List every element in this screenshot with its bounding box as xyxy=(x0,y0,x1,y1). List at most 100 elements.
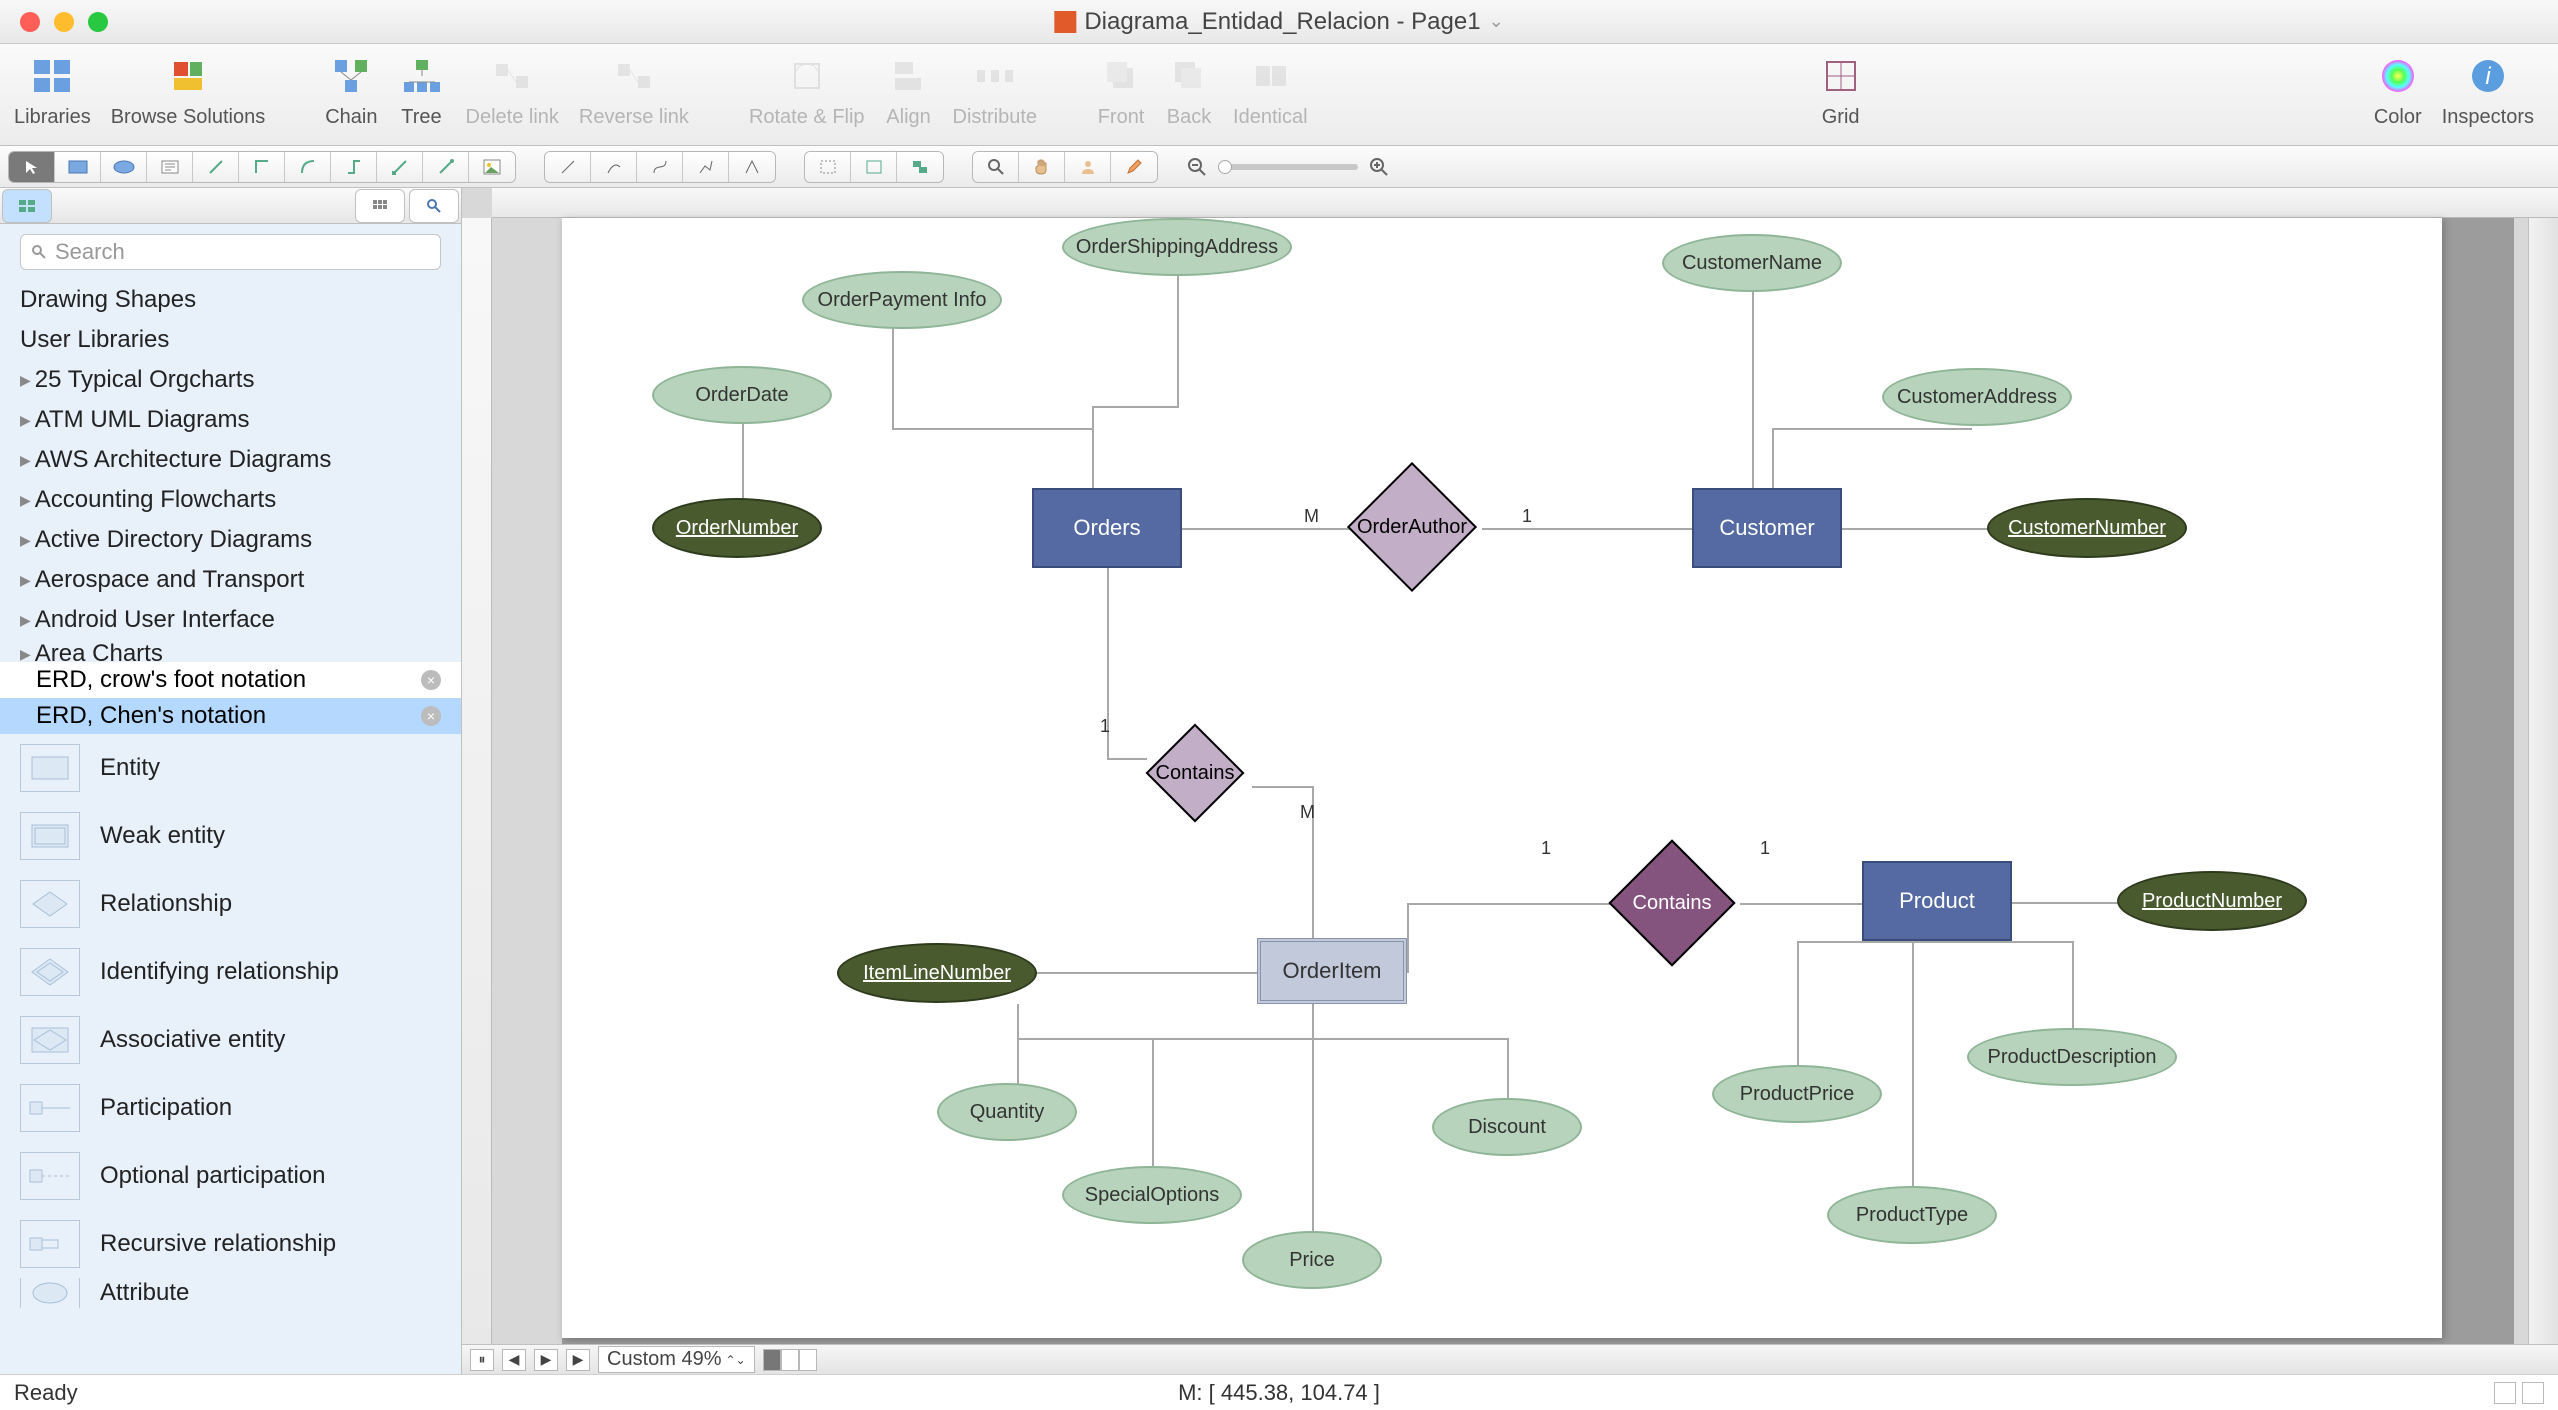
rect-tool[interactable] xyxy=(55,152,101,182)
library-view-btn[interactable] xyxy=(2,189,52,223)
maximize-icon[interactable] xyxy=(88,12,108,32)
magnify-tool[interactable] xyxy=(973,152,1019,182)
rel-contains-2[interactable]: Contains xyxy=(1607,853,1737,953)
tab-crows-foot[interactable]: ERD, crow's foot notation × xyxy=(0,662,461,698)
attr-orderdate[interactable]: OrderDate xyxy=(652,366,832,424)
text-tool[interactable] xyxy=(147,152,193,182)
shape-identifying[interactable]: Identifying relationship xyxy=(0,938,461,1006)
shape-attribute[interactable]: Attribute xyxy=(0,1278,461,1308)
minimize-icon[interactable] xyxy=(54,12,74,32)
shape-optional[interactable]: Optional participation xyxy=(0,1142,461,1210)
attr-ordershipping[interactable]: OrderShippingAddress xyxy=(1062,218,1292,276)
hand-tool[interactable] xyxy=(1019,152,1065,182)
canvas[interactable]: OrderDate OrderPayment Info OrderShippin… xyxy=(462,188,2558,1374)
identical-button[interactable]: Identical xyxy=(1233,52,1308,129)
attr-itemline[interactable]: ItemLineNumber xyxy=(837,943,1037,1003)
page-tab-3[interactable] xyxy=(799,1349,817,1371)
line-5[interactable] xyxy=(729,152,775,182)
chevron-down-icon[interactable]: ⌄ xyxy=(1489,11,1504,32)
attr-ordernumber[interactable]: OrderNumber xyxy=(652,498,822,558)
attr-specialoptions[interactable]: SpecialOptions xyxy=(1062,1166,1242,1224)
page-tab-1[interactable] xyxy=(763,1349,781,1371)
line-2[interactable] xyxy=(591,152,637,182)
back-button[interactable]: Back xyxy=(1165,52,1213,129)
line-3[interactable] xyxy=(637,152,683,182)
attr-discount[interactable]: Discount xyxy=(1432,1098,1582,1156)
lib-aws[interactable]: ▶AWS Architecture Diagrams xyxy=(0,440,461,480)
lib-aerospace[interactable]: ▶Aerospace and Transport xyxy=(0,560,461,600)
vertical-scrollbar[interactable] xyxy=(2528,218,2558,1374)
shape-relationship[interactable]: Relationship xyxy=(0,870,461,938)
search-view-btn[interactable] xyxy=(409,189,459,223)
entity-orderitem[interactable]: OrderItem xyxy=(1257,938,1407,1004)
shape-entity[interactable]: Entity xyxy=(0,734,461,802)
prev-page-btn[interactable]: ▶ xyxy=(534,1349,558,1371)
delete-link-button[interactable]: Delete link xyxy=(466,52,559,129)
status-icon-1[interactable] xyxy=(2494,1382,2516,1404)
attr-customername[interactable]: CustomerName xyxy=(1662,234,1842,292)
color-button[interactable]: Color xyxy=(2374,52,2422,129)
lib-accounting[interactable]: ▶Accounting Flowcharts xyxy=(0,480,461,520)
grid-button[interactable]: Grid xyxy=(1817,52,1865,129)
libraries-button[interactable]: Libraries xyxy=(14,52,91,129)
distribute-button[interactable]: Distribute xyxy=(953,52,1037,129)
lib-25-typical[interactable]: ▶25 Typical Orgcharts xyxy=(0,360,461,400)
pause-btn[interactable]: ⏸ xyxy=(470,1349,494,1371)
align-button[interactable]: Align xyxy=(885,52,933,129)
pencil-tool[interactable] xyxy=(1111,152,1157,182)
close-icon[interactable]: × xyxy=(421,706,441,726)
select-2[interactable] xyxy=(851,152,897,182)
select-1[interactable] xyxy=(805,152,851,182)
browse-solutions-button[interactable]: Browse Solutions xyxy=(111,52,266,129)
connector-2[interactable] xyxy=(239,152,285,182)
attr-customernumber[interactable]: CustomerNumber xyxy=(1987,498,2187,558)
page[interactable]: OrderDate OrderPayment Info OrderShippin… xyxy=(562,218,2442,1338)
close-icon[interactable]: × xyxy=(421,670,441,690)
lib-drawing-shapes[interactable]: Drawing Shapes xyxy=(0,280,461,320)
shape-recursive[interactable]: Recursive relationship xyxy=(0,1210,461,1278)
attr-quantity[interactable]: Quantity xyxy=(937,1083,1077,1141)
shape-weak-entity[interactable]: Weak entity xyxy=(0,802,461,870)
lib-user-libraries[interactable]: User Libraries xyxy=(0,320,461,360)
attr-producttype[interactable]: ProductType xyxy=(1827,1186,1997,1244)
entity-customer[interactable]: Customer xyxy=(1692,488,1842,568)
entity-orders[interactable]: Orders xyxy=(1032,488,1182,568)
line-1[interactable] xyxy=(545,152,591,182)
connector-3[interactable] xyxy=(285,152,331,182)
status-icon-2[interactable] xyxy=(2522,1382,2544,1404)
attr-productprice[interactable]: ProductPrice xyxy=(1712,1065,1882,1123)
attr-productdescription[interactable]: ProductDescription xyxy=(1967,1028,2177,1086)
connector-6[interactable] xyxy=(423,152,469,182)
lib-area-charts[interactable]: ▶Area Charts xyxy=(0,640,461,662)
lib-atm-uml[interactable]: ▶ATM UML Diagrams xyxy=(0,400,461,440)
zoom-in-icon[interactable] xyxy=(1368,156,1390,178)
zoom-out-icon[interactable] xyxy=(1186,156,1208,178)
image-tool[interactable] xyxy=(469,152,515,182)
pointer-tool[interactable] xyxy=(9,152,55,182)
page-tab-2[interactable] xyxy=(781,1349,799,1371)
ellipse-tool[interactable] xyxy=(101,152,147,182)
rotate-flip-button[interactable]: Rotate & Flip xyxy=(749,52,865,129)
rel-contains-1[interactable]: Contains xyxy=(1120,738,1270,808)
zoom-slider[interactable] xyxy=(1218,164,1358,170)
front-button[interactable]: Front xyxy=(1097,52,1145,129)
rel-orderauthor[interactable]: OrderAuthor xyxy=(1347,480,1477,574)
close-icon[interactable] xyxy=(20,12,40,32)
canvas-inner[interactable]: OrderDate OrderPayment Info OrderShippin… xyxy=(562,218,2514,1374)
shape-participation[interactable]: Participation xyxy=(0,1074,461,1142)
reverse-link-button[interactable]: Reverse link xyxy=(579,52,689,129)
tree-button[interactable]: Tree xyxy=(398,52,446,129)
lib-android[interactable]: ▶Android User Interface xyxy=(0,600,461,640)
chain-button[interactable]: Chain xyxy=(325,52,377,129)
first-page-btn[interactable]: ◀ xyxy=(502,1349,526,1371)
next-page-btn[interactable]: ▶ xyxy=(566,1349,590,1371)
attr-productnumber[interactable]: ProductNumber xyxy=(2117,871,2307,931)
connector-4[interactable] xyxy=(331,152,377,182)
shape-associative[interactable]: Associative entity xyxy=(0,1006,461,1074)
connector-1[interactable] xyxy=(193,152,239,182)
connector-5[interactable] xyxy=(377,152,423,182)
zoom-dropdown[interactable]: Custom 49% ⌃⌄ xyxy=(598,1346,755,1373)
attr-price[interactable]: Price xyxy=(1242,1231,1382,1289)
grid-view-btn[interactable] xyxy=(355,189,405,223)
line-4[interactable] xyxy=(683,152,729,182)
